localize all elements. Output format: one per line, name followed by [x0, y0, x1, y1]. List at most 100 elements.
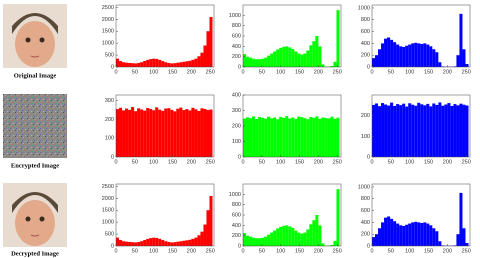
x-tick-label: 0 — [370, 248, 373, 254]
bar — [405, 45, 409, 67]
x-tick-label: 0 — [114, 159, 117, 165]
x-tick-label: 200 — [187, 69, 196, 75]
x-tick-label: 100 — [276, 248, 285, 254]
y-tick-label: 200 — [232, 54, 241, 60]
bar — [137, 62, 141, 67]
bar — [441, 105, 445, 157]
bar — [459, 103, 463, 157]
bar — [375, 234, 379, 246]
x-tick-label: 200 — [314, 248, 323, 254]
y-tick-label: 100 — [361, 134, 370, 140]
bar — [432, 228, 436, 246]
bar — [390, 218, 394, 246]
bar — [143, 110, 147, 157]
x-tick-label: 150 — [424, 159, 433, 165]
bar — [122, 110, 126, 157]
bar — [119, 107, 123, 157]
bar — [402, 225, 406, 246]
bar — [408, 223, 412, 246]
bar — [279, 116, 283, 157]
bar — [173, 111, 177, 157]
bar — [393, 42, 397, 67]
bar — [318, 225, 322, 246]
bar — [173, 242, 177, 246]
bar — [191, 59, 195, 67]
bar — [462, 49, 466, 67]
x-tick-label: 50 — [388, 248, 394, 254]
y-tick-label: 600 — [361, 29, 370, 35]
plot-frame — [371, 183, 471, 247]
x-tick-label: 0 — [241, 248, 244, 254]
bar — [288, 118, 292, 157]
bar — [170, 242, 174, 246]
bar — [417, 43, 421, 67]
y-tick-label: 200 — [361, 232, 370, 238]
bar — [179, 241, 183, 246]
bar — [399, 105, 403, 157]
bar — [372, 237, 376, 246]
bar — [179, 62, 183, 67]
bar — [119, 240, 123, 246]
bar — [426, 223, 430, 246]
bar — [185, 240, 189, 246]
bar — [285, 46, 289, 67]
bar — [182, 110, 186, 157]
bar — [372, 104, 376, 157]
bar — [188, 239, 192, 246]
bar — [276, 49, 280, 67]
bar — [336, 10, 340, 67]
bar — [429, 46, 433, 67]
y-tick-label: 800 — [232, 23, 241, 29]
bar — [122, 241, 126, 246]
x-tick-label: 150 — [424, 248, 433, 254]
bar — [303, 232, 307, 246]
bar — [191, 107, 195, 157]
bar — [291, 227, 295, 246]
bar — [459, 13, 463, 67]
bar — [453, 66, 457, 67]
y-tick-label: 600 — [361, 208, 370, 214]
bar — [399, 225, 403, 246]
bar — [315, 116, 319, 157]
encrypted-image — [3, 94, 67, 158]
x-tick-label: 0 — [241, 159, 244, 165]
bar — [128, 62, 132, 67]
y-tick-label: 300 — [232, 108, 241, 114]
bar — [459, 192, 463, 246]
bar — [426, 103, 430, 157]
bar — [276, 228, 280, 246]
bar — [294, 230, 298, 246]
x-tick-label: 100 — [405, 159, 414, 165]
x-tick-label: 50 — [388, 159, 394, 165]
y-tick-label: 0 — [367, 64, 370, 70]
bar — [462, 228, 466, 246]
bar — [176, 108, 180, 157]
y-tick-label: 0 — [238, 243, 241, 249]
x-tick-label: 250 — [462, 159, 471, 165]
bar — [327, 245, 331, 246]
bar — [405, 224, 409, 246]
bar — [152, 110, 156, 157]
plot-frame — [115, 94, 215, 158]
bar — [444, 104, 448, 157]
bar — [197, 235, 201, 246]
image-label: Encrypted Image — [11, 162, 59, 169]
bar — [432, 49, 436, 67]
x-tick-label: 100 — [276, 159, 285, 165]
y-tick-label: 500 — [105, 53, 114, 59]
bar — [402, 46, 406, 67]
bar — [149, 238, 153, 246]
bar — [375, 103, 379, 157]
bar — [273, 117, 277, 157]
bar — [465, 64, 469, 67]
bar — [209, 109, 213, 157]
x-tick-label: 250 — [333, 69, 342, 75]
bar — [306, 229, 310, 246]
bar — [282, 225, 286, 246]
bar — [200, 108, 204, 157]
bar — [453, 104, 457, 157]
y-tick-label: 800 — [232, 202, 241, 208]
bar — [294, 118, 298, 157]
bar — [387, 216, 391, 246]
x-tick-label: 200 — [187, 248, 196, 254]
